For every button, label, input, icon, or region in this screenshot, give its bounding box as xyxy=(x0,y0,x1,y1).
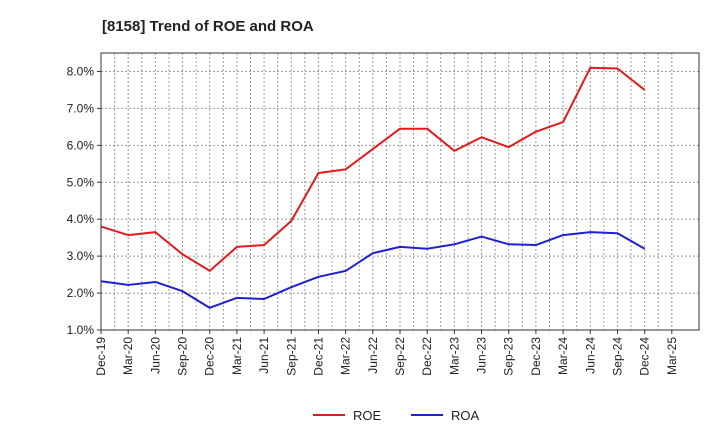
y-tick-label: 3.0% xyxy=(67,249,95,263)
y-tick-label: 1.0% xyxy=(67,323,95,337)
legend-label-roa: ROA xyxy=(451,408,480,423)
x-tick-label: Mar-24 xyxy=(556,337,570,375)
x-tick-label: Mar-20 xyxy=(121,337,135,375)
x-tick-label: Mar-23 xyxy=(447,337,461,375)
x-axis-ticks: Dec-19 Mar-20 Jun-20 Sep-20 Dec-20 Mar-21 Jun-… xyxy=(94,330,679,376)
x-tick-label: Sep-23 xyxy=(502,337,516,376)
legend-label-roe: ROE xyxy=(353,408,382,423)
y-axis-ticks: 1.0% 2.0% 3.0% 4.0% 5.0% 6.0% 7.0% 8.0% xyxy=(67,64,101,337)
x-tick-label: Jun-23 xyxy=(475,337,489,374)
x-tick-label: Dec-23 xyxy=(529,337,543,376)
legend: ROE ROA xyxy=(313,408,480,423)
x-tick-label: Sep-22 xyxy=(393,337,407,376)
y-tick-label: 5.0% xyxy=(67,175,95,189)
x-tick-label: Mar-21 xyxy=(230,337,244,375)
x-tick-label: Jun-21 xyxy=(257,337,271,374)
x-tick-label: Dec-21 xyxy=(311,337,325,376)
x-tick-label: Jun-20 xyxy=(148,337,162,374)
y-tick-label: 7.0% xyxy=(67,101,95,115)
y-tick-label: 2.0% xyxy=(67,286,95,300)
plot-border xyxy=(100,52,700,331)
series-line-roe xyxy=(100,66,646,272)
x-tick-label: Jun-24 xyxy=(583,337,597,374)
x-tick-label: Dec-22 xyxy=(420,337,434,376)
y-tick-label: 6.0% xyxy=(67,138,95,152)
y-tick-label: 4.0% xyxy=(67,212,95,226)
x-tick-label: Mar-25 xyxy=(665,337,679,375)
series-line-roa xyxy=(100,231,646,309)
x-tick-label: Dec-20 xyxy=(203,337,217,376)
y-tick-label: 8.0% xyxy=(67,64,95,78)
x-tick-label: Sep-24 xyxy=(610,337,624,376)
x-tick-label: Sep-21 xyxy=(284,337,298,376)
series-lines xyxy=(100,66,646,309)
x-tick-label: Dec-19 xyxy=(94,337,108,376)
plot-area xyxy=(100,52,700,331)
x-tick-label: Jun-22 xyxy=(366,337,380,374)
x-tick-label: Sep-20 xyxy=(176,337,190,376)
x-tick-label: Mar-22 xyxy=(339,337,353,375)
chart-title: [8158] Trend of ROE and ROA xyxy=(102,18,314,35)
x-tick-label: Dec-24 xyxy=(638,337,652,376)
